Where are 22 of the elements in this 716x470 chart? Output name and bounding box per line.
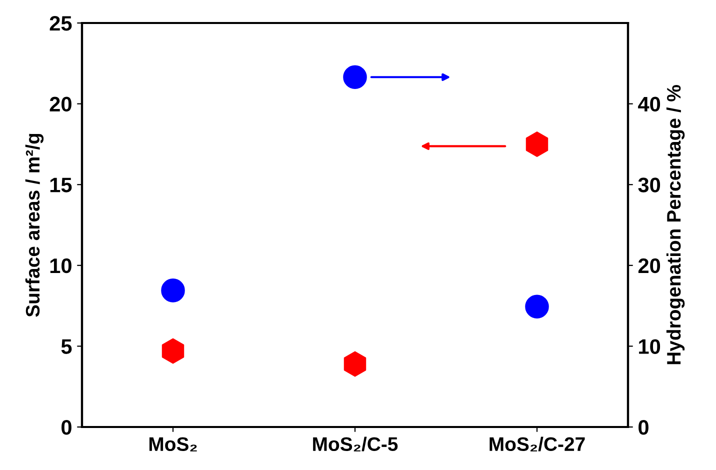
point <box>525 294 549 318</box>
x-tick-label: MoS₂/C-5 <box>313 436 398 452</box>
y-tick-label: 10 <box>50 258 72 274</box>
x-tick-label: MoS₂/C-27 <box>490 436 585 452</box>
y2-tick-label: 20 <box>638 258 660 274</box>
y-tick-label: 25 <box>50 16 72 31</box>
point <box>162 338 184 364</box>
point <box>343 65 367 90</box>
y2-tick-label: 30 <box>638 178 660 192</box>
y2-tick-label: 10 <box>639 339 660 354</box>
y-axis-title: Surface areas / m²/g <box>25 134 44 317</box>
y-tick-label: 20 <box>50 96 72 112</box>
y-tick-label: 0 <box>62 420 72 435</box>
y-tick-label: 15 <box>50 178 72 192</box>
y2-axis-title: Hydrogenation Percentage / % <box>666 85 685 364</box>
point <box>526 131 548 157</box>
y-tick-label: 5 <box>61 339 72 354</box>
y2-tick-label: 40 <box>638 96 660 112</box>
point <box>161 278 185 302</box>
point <box>344 351 366 377</box>
x-tick-label: MoS₂ <box>149 437 197 452</box>
y2-tick-label: 0 <box>638 420 648 435</box>
